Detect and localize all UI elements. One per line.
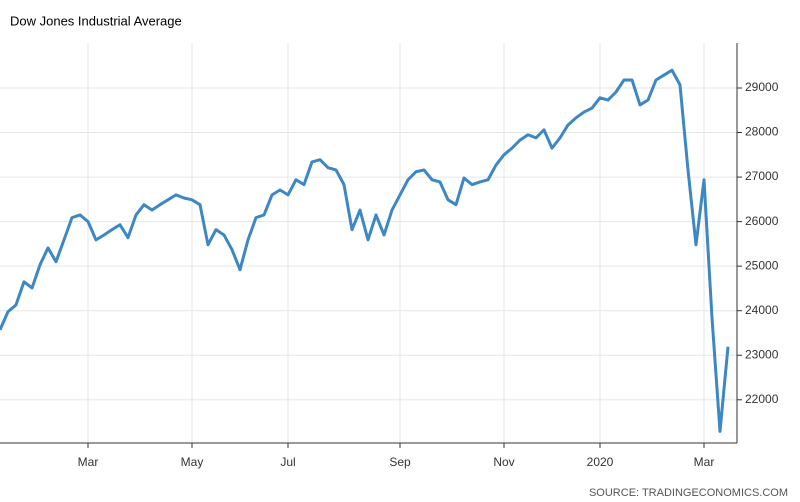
y-tick-label: 25000	[745, 258, 779, 272]
x-tick-label: Nov	[493, 455, 514, 469]
y-tick-label: 29000	[745, 80, 779, 94]
y-tick-label: 26000	[745, 214, 779, 228]
y-tick-label: 23000	[745, 347, 779, 361]
y-tick-label: 24000	[745, 303, 779, 317]
x-tick-label: Sep	[389, 455, 411, 469]
line-series	[0, 68, 730, 433]
y-tick-label: 22000	[745, 392, 779, 406]
y-tick-label: 27000	[745, 169, 779, 183]
x-tick-label: Mar	[78, 455, 99, 469]
source-note: SOURCE: TRADINGECONOMICS.COM	[589, 487, 788, 499]
x-tick-label: Mar	[694, 455, 715, 469]
chart-title: Dow Jones Industrial Average	[10, 13, 182, 28]
x-tick-label: 2020	[587, 455, 614, 469]
x-tick-label: Jul	[280, 455, 295, 469]
x-tick-label: May	[181, 455, 204, 469]
y-tick-label: 28000	[745, 125, 779, 139]
